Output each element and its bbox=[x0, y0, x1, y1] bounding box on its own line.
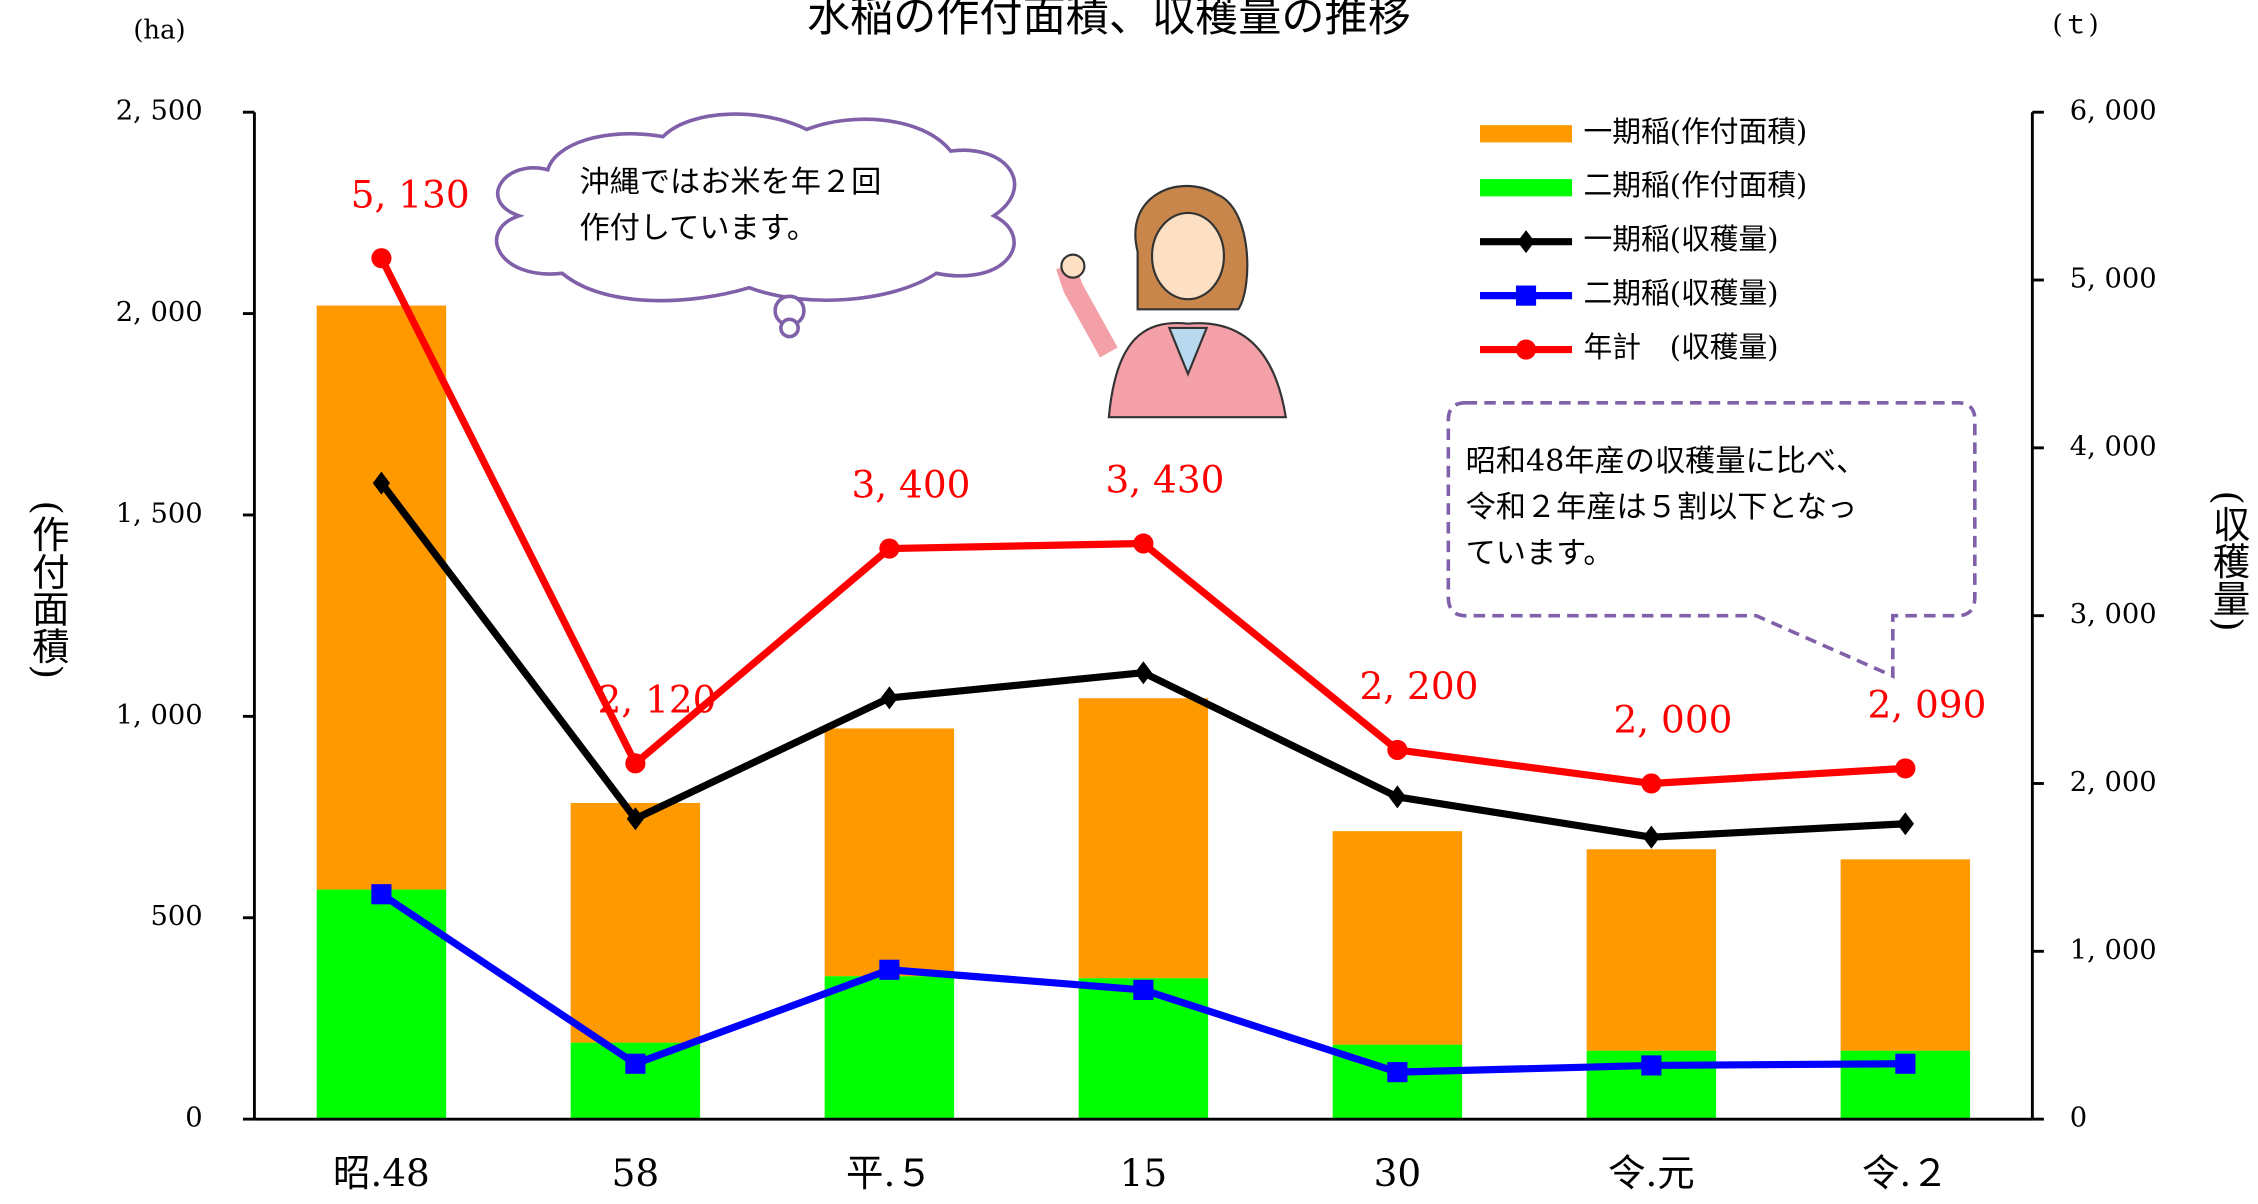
bar-segment bbox=[825, 728, 954, 976]
line-marker bbox=[1895, 1054, 1915, 1074]
legend-label: 二期稲(作付面積) bbox=[1584, 168, 1808, 202]
line-marker bbox=[1641, 773, 1661, 793]
line-marker bbox=[881, 686, 898, 709]
x-tick-label: 平.５ bbox=[846, 1151, 933, 1195]
data-label: 3, 430 bbox=[1105, 458, 1224, 502]
line-marker bbox=[879, 960, 899, 980]
line-marker bbox=[879, 538, 899, 558]
x-tick-label: 30 bbox=[1374, 1151, 1422, 1195]
y-tick-label: 2, 500 bbox=[116, 96, 203, 127]
x-tick-label: 15 bbox=[1120, 1151, 1168, 1195]
x-tick-label: 令.元 bbox=[1608, 1151, 1695, 1195]
y2-tick-label: 6, 000 bbox=[2070, 96, 2157, 127]
chart: 水稲の作付面積、収穫量の推移 (ha) (ｔ) (作付面積) (収穫量) 0 50… bbox=[0, 0, 2258, 1204]
legend-marker bbox=[1516, 286, 1536, 306]
line-marker bbox=[1135, 661, 1152, 684]
bar-segment bbox=[1333, 831, 1462, 1044]
y-tick-label: 1, 000 bbox=[116, 700, 203, 731]
bar-segment bbox=[1841, 859, 1970, 1050]
y-tick-label: 2, 000 bbox=[116, 297, 203, 328]
line-marker bbox=[1897, 812, 1914, 835]
y-tick-label: 1, 500 bbox=[116, 498, 203, 529]
data-label: 5, 130 bbox=[351, 172, 470, 216]
data-label: 3, 400 bbox=[852, 463, 971, 507]
y-tick-label: 0 bbox=[185, 1103, 202, 1134]
bar-segment bbox=[1079, 698, 1208, 978]
data-label: 2, 000 bbox=[1613, 698, 1732, 742]
person-illustration bbox=[1061, 186, 1285, 417]
bar-segment bbox=[571, 803, 700, 1043]
line-marker bbox=[1643, 826, 1660, 849]
page: {"chart_data":{"type":"bar-line","title"… bbox=[0, 0, 2258, 1204]
legend-label: 年計 (収穫量) bbox=[1584, 330, 1779, 364]
y2-tick-label: 4, 000 bbox=[2070, 431, 2157, 462]
chart-title: 水稲の作付面積、収穫量の推移 bbox=[807, 0, 1411, 42]
x-tick-label: 令.２ bbox=[1862, 1151, 1949, 1195]
y-tick-label: 500 bbox=[150, 901, 202, 932]
annotation-text: 昭和48年産の収穫量に比べ、 bbox=[1466, 444, 1867, 479]
x-tick-label: 昭.48 bbox=[333, 1151, 430, 1195]
line-marker bbox=[371, 884, 391, 904]
bar-segment bbox=[317, 306, 446, 890]
annotation-text: 令和２年産は５割以下となっ bbox=[1466, 490, 1858, 525]
bar-segment bbox=[825, 976, 954, 1119]
line-marker bbox=[625, 753, 645, 773]
y2-unit: (ｔ) bbox=[2052, 10, 2098, 40]
annotation-text: ています。 bbox=[1466, 536, 1614, 571]
annotation-text: 沖縄ではお米を年２回 bbox=[580, 165, 882, 200]
line-marker bbox=[1133, 980, 1153, 1000]
data-label: 2, 090 bbox=[1867, 682, 1986, 726]
line-marker bbox=[1389, 785, 1406, 808]
data-label: 2, 200 bbox=[1359, 664, 1478, 708]
bar-segment bbox=[1587, 849, 1716, 1050]
annotation-text: 作付しています。 bbox=[580, 211, 818, 246]
legend-marker bbox=[1516, 339, 1536, 359]
line-marker bbox=[1641, 1055, 1661, 1075]
legend-swatch bbox=[1480, 125, 1572, 142]
y2-tick-label: 0 bbox=[2070, 1103, 2087, 1134]
line-marker bbox=[625, 1054, 645, 1074]
legend-label: 二期稲(収穫量) bbox=[1584, 276, 1779, 310]
line-marker bbox=[1387, 740, 1407, 760]
line-marker bbox=[371, 248, 391, 268]
y2-tick-label: 2, 000 bbox=[2070, 767, 2157, 798]
y2-tick-label: 3, 000 bbox=[2070, 599, 2157, 630]
line-marker bbox=[1895, 758, 1915, 778]
y2-tick-label: 5, 000 bbox=[2070, 264, 2157, 295]
line-marker bbox=[1387, 1062, 1407, 1082]
y2-tick-label: 1, 000 bbox=[2070, 935, 2157, 966]
y-axis-title: (作付面積) bbox=[26, 500, 70, 679]
legend-label: 一期稲(収穫量) bbox=[1584, 222, 1779, 256]
y-unit: (ha) bbox=[133, 16, 185, 46]
legend-marker bbox=[1517, 230, 1534, 253]
x-tick-label: 58 bbox=[612, 1151, 660, 1195]
legend-swatch bbox=[1480, 179, 1572, 196]
y2-axis-title: (収穫量) bbox=[2207, 490, 2251, 631]
data-label: 2, 120 bbox=[598, 677, 717, 721]
legend-label: 一期稲(作付面積) bbox=[1584, 114, 1808, 148]
line-marker bbox=[1133, 533, 1153, 553]
